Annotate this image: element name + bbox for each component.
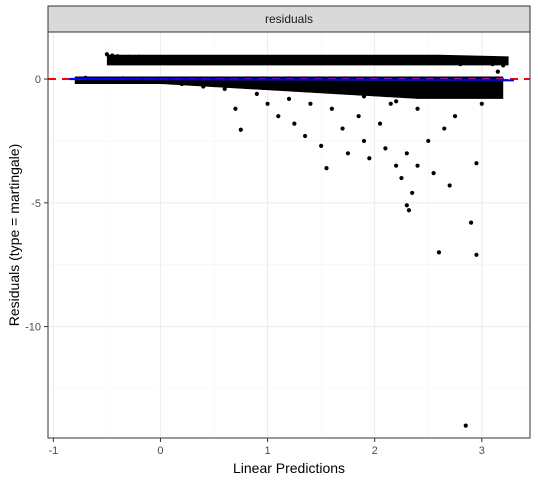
data-point (436, 250, 442, 255)
data-point (501, 63, 506, 68)
data-point (442, 126, 447, 131)
data-point (436, 91, 442, 96)
data-point (340, 126, 345, 131)
data-point (452, 114, 458, 119)
x-tick-label: 0 (157, 445, 163, 457)
data-point (394, 163, 399, 168)
x-tick-label: 2 (372, 445, 378, 457)
data-point (179, 55, 184, 61)
data-point (372, 60, 377, 65)
data-point (169, 55, 174, 60)
data-point (265, 101, 270, 106)
data-point (361, 138, 367, 144)
y-tick-label: 0 (35, 74, 41, 86)
data-point (474, 161, 479, 166)
x-axis-title: Linear Predictions (233, 460, 345, 476)
data-point (190, 80, 195, 85)
y-axis-title: Residuals (type = martingale) (6, 144, 22, 326)
data-point (356, 114, 361, 119)
facet-strip-label: residuals (265, 12, 313, 26)
smooth-trend-line (69, 77, 514, 82)
data-point (227, 56, 233, 61)
data-point (479, 101, 484, 106)
data-point (404, 203, 409, 208)
data-point (126, 54, 131, 59)
data-point (302, 133, 308, 139)
data-point (329, 89, 334, 94)
data-point (238, 127, 243, 132)
y-tick-label: -5 (31, 198, 41, 210)
data-point (179, 81, 184, 87)
data-point (388, 101, 393, 106)
data-point (420, 60, 425, 66)
data-point (115, 54, 120, 59)
data-point (211, 56, 217, 61)
data-point (110, 53, 115, 58)
data-point (313, 58, 318, 63)
data-point (377, 121, 383, 126)
data-point (286, 96, 292, 101)
data-point (458, 62, 463, 67)
data-point (195, 56, 201, 61)
data-point (276, 114, 281, 119)
data-point (463, 423, 468, 428)
data-point (308, 88, 313, 93)
data-point (351, 90, 356, 95)
data-point (297, 58, 302, 63)
data-point (468, 220, 474, 225)
data-point (329, 106, 334, 111)
data-point (415, 106, 420, 111)
data-point (270, 57, 276, 62)
data-point (158, 55, 163, 60)
data-point (447, 183, 452, 188)
data-point (324, 166, 329, 171)
data-point (335, 59, 340, 64)
data-point (495, 69, 500, 74)
x-tick-label: 3 (479, 445, 485, 457)
data-point (367, 156, 372, 161)
data-point (394, 99, 399, 104)
data-point (383, 146, 388, 151)
data-point (308, 101, 313, 106)
data-point (431, 171, 436, 176)
data-point (406, 208, 412, 213)
data-point (254, 91, 259, 96)
data-point (399, 175, 404, 181)
data-point (458, 84, 463, 89)
data-point (265, 85, 270, 90)
data-point (222, 84, 227, 89)
data-point (136, 54, 142, 59)
data-point (404, 151, 409, 156)
data-point (474, 252, 479, 257)
data-point (415, 163, 420, 168)
data-point (351, 59, 356, 64)
data-point (147, 55, 152, 60)
x-tick-label: 1 (265, 445, 271, 457)
data-point (319, 143, 324, 148)
reference-lines (48, 77, 530, 82)
data-point (410, 190, 415, 196)
data-point (201, 84, 206, 89)
data-point (292, 121, 297, 126)
data-point (297, 84, 302, 89)
data-point (361, 94, 367, 99)
x-tick-label: -1 (48, 445, 58, 457)
data-point (490, 62, 495, 67)
data-point (345, 151, 351, 156)
y-tick-label: -10 (25, 322, 41, 334)
data-point (233, 106, 238, 111)
data-point (426, 138, 431, 144)
data-point (163, 79, 168, 84)
scatter-points (74, 52, 509, 428)
data-point (244, 57, 249, 62)
dense-point-band-upper (106, 54, 509, 66)
data-point (104, 52, 110, 57)
data-point (281, 57, 286, 63)
facet-strip (47, 5, 531, 33)
data-point (260, 57, 265, 62)
